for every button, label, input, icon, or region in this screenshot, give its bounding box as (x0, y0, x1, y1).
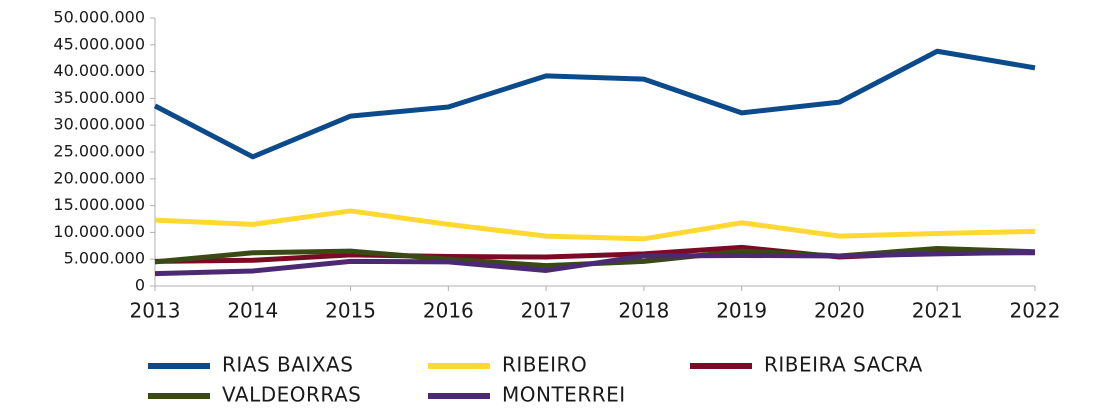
x-tick-label: 2014 (227, 299, 278, 323)
x-tick-label: 2022 (1010, 299, 1061, 323)
legend-label: RIAS BAIXAS (222, 353, 353, 377)
legend-label: RIBEIRA SACRA (764, 353, 923, 377)
series-line (153, 48, 1036, 160)
legend-label: RIBEIRO (502, 353, 587, 377)
y-tick-label: 40.000.000 (53, 61, 145, 80)
x-tick-label: 2018 (618, 299, 669, 323)
x-tick-label: 2017 (521, 299, 572, 323)
y-tick-label: 25.000.000 (53, 142, 145, 161)
x-tick-label: 2015 (325, 299, 376, 323)
legend-label: VALDEORRAS (222, 383, 361, 407)
x-tick-label: 2019 (716, 299, 767, 323)
x-tick-label: 2021 (912, 299, 963, 323)
y-tick-label: 45.000.000 (53, 34, 145, 53)
y-tick-label: 0 (135, 276, 145, 295)
legend-label: MONTERREI (502, 383, 626, 407)
y-tick-label: 5.000.000 (64, 249, 145, 268)
series-line (154, 249, 1036, 277)
y-tick-label: 50.000.000 (53, 8, 145, 27)
x-tick-label: 2016 (423, 299, 474, 323)
y-tick-label: 35.000.000 (53, 88, 145, 107)
series-line (154, 208, 1036, 242)
y-tick-label: 15.000.000 (53, 195, 145, 214)
y-tick-label: 20.000.000 (53, 168, 145, 187)
y-tick-label: 30.000.000 (53, 115, 145, 134)
x-tick-label: 2013 (130, 299, 181, 323)
x-tick-label: 2020 (814, 299, 865, 323)
y-tick-label: 10.000.000 (53, 222, 145, 241)
